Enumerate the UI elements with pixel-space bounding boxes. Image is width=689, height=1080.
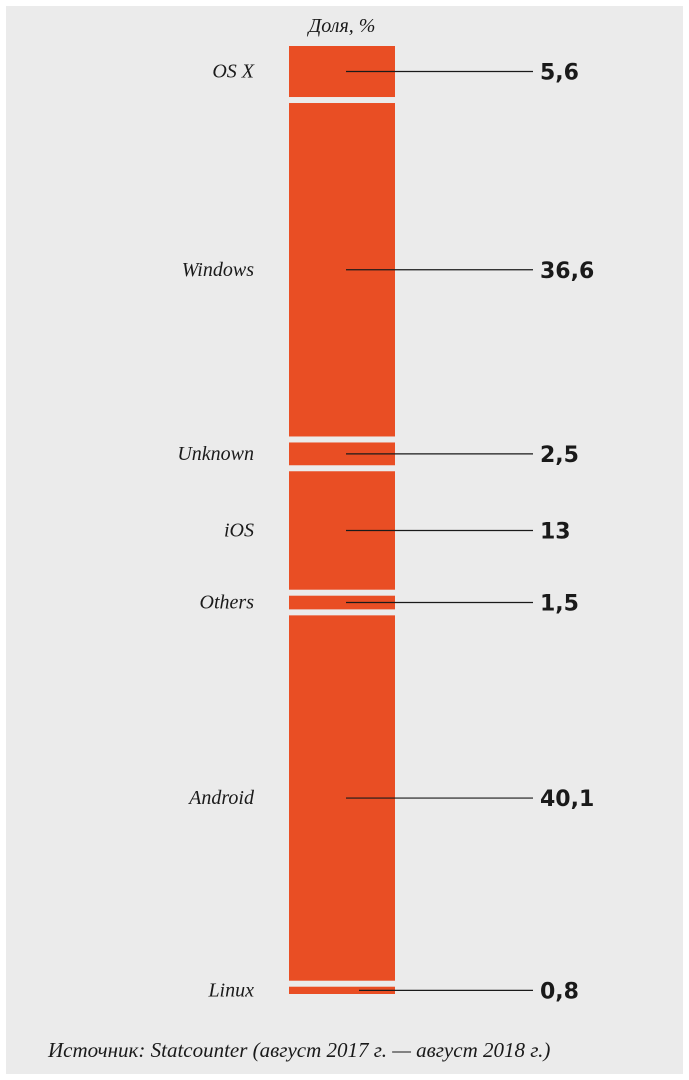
value-label-os-x: 5,6 (540, 61, 579, 86)
value-label-android: 40,1 (540, 787, 594, 812)
value-label-ios: 13 (540, 519, 571, 544)
value-label-linux: 0,8 (540, 979, 579, 1004)
value-label-others: 1,5 (540, 592, 579, 617)
category-label-ios: iOS (224, 519, 254, 541)
segment-unknown (289, 442, 395, 466)
value-label-windows: 36,6 (540, 259, 594, 284)
category-label-unknown: Unknown (177, 443, 254, 465)
chart-header: Доля, % (307, 15, 376, 37)
category-label-windows: Windows (182, 259, 254, 281)
value-labels: 5,6 36,6 2,5 13 1,5 40,1 0,8 (540, 61, 594, 1005)
category-label-others: Others (200, 592, 255, 614)
source-note: Источник: Statcounter (август 2017 г. — … (48, 1038, 551, 1062)
stacked-share-chart: Доля, % OS X Windows Unknown iOS Others Andro… (177, 15, 594, 1005)
segment-others (289, 595, 395, 610)
category-label-linux: Linux (207, 979, 254, 1001)
category-label-android: Android (187, 787, 255, 809)
chart-panel: Доля, % OS X Windows Unknown iOS Others Andro… (6, 6, 683, 1074)
bar-segments (289, 46, 395, 994)
segment-linux (289, 986, 395, 994)
category-label-os-x: OS X (212, 61, 254, 83)
leader-lines (346, 70, 533, 991)
value-label-unknown: 2,5 (540, 443, 579, 468)
category-labels: OS X Windows Unknown iOS Others Android Linux (177, 61, 255, 1002)
